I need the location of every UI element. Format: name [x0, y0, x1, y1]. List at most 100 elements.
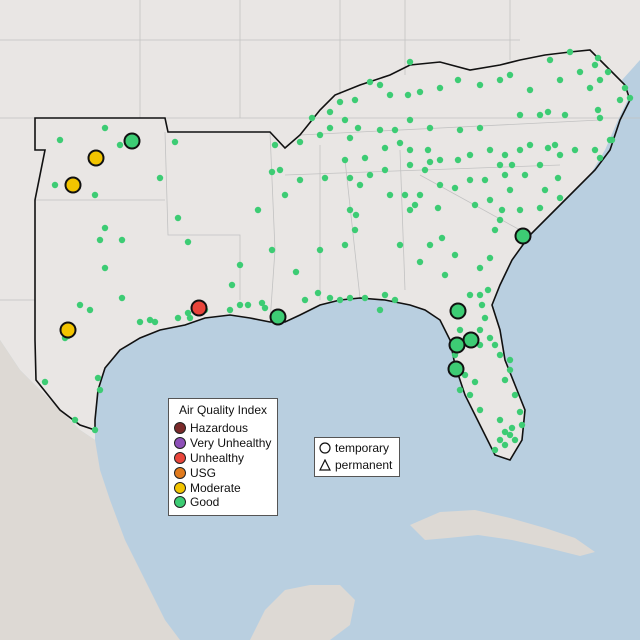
station-dot	[436, 181, 444, 189]
station-dot	[481, 314, 489, 322]
station-dot	[526, 141, 534, 149]
station-dot	[351, 226, 359, 234]
station-dot	[536, 161, 544, 169]
station-dot	[268, 246, 276, 254]
station-dot	[544, 108, 552, 116]
station-dot	[244, 301, 252, 309]
legend-item: USG	[169, 465, 277, 480]
station-dot	[296, 176, 304, 184]
station-marker	[449, 302, 467, 320]
station-dot	[476, 81, 484, 89]
station-dot	[491, 226, 499, 234]
station-dot	[91, 191, 99, 199]
station-dot	[496, 436, 504, 444]
highlighted-stations	[59, 132, 532, 378]
station-dot	[508, 161, 516, 169]
station-dot	[466, 151, 474, 159]
station-dot	[236, 301, 244, 309]
station-dot	[546, 56, 554, 64]
station-dot	[56, 136, 64, 144]
station-dot	[436, 84, 444, 92]
station-dot	[456, 126, 464, 134]
shape-legend-label: permanent	[335, 457, 393, 472]
legend-label: Unhealthy	[190, 450, 245, 465]
station-dot	[386, 191, 394, 199]
legend-label: Moderate	[190, 480, 241, 495]
station-dot	[501, 151, 509, 159]
station-dot	[551, 141, 559, 149]
station-dot	[276, 166, 284, 174]
station-dot	[326, 294, 334, 302]
station-dot	[486, 146, 494, 154]
station-dot	[506, 431, 514, 439]
station-dot	[316, 246, 324, 254]
station-dot	[346, 294, 354, 302]
station-dot	[341, 116, 349, 124]
station-dot	[511, 436, 519, 444]
station-dot	[501, 428, 509, 436]
legend-swatch	[174, 422, 186, 435]
station-dot	[596, 114, 604, 122]
station-dot	[554, 174, 562, 182]
station-dot	[391, 296, 399, 304]
station-dot	[354, 124, 362, 132]
legend-swatch	[174, 481, 186, 494]
station-dot	[406, 58, 414, 66]
legend-label: USG	[190, 465, 217, 480]
station-dot	[396, 139, 404, 147]
station-dot	[456, 326, 464, 334]
station-dot	[376, 306, 384, 314]
station-dot	[481, 176, 489, 184]
station-dot	[296, 138, 304, 146]
station-dot	[536, 204, 544, 212]
station-dot	[451, 251, 459, 259]
station-dot	[501, 376, 509, 384]
station-dot	[381, 291, 389, 299]
station-dot	[561, 111, 569, 119]
station-dot	[76, 301, 84, 309]
legend-swatch	[174, 466, 186, 479]
station-dot	[596, 76, 604, 84]
legend-item: Good	[169, 495, 277, 510]
station-dot	[346, 174, 354, 182]
station-marker	[448, 336, 466, 354]
station-dot	[454, 76, 462, 84]
station-marker	[123, 132, 141, 150]
station-dot	[171, 138, 179, 146]
shape-legend-label: temporary	[335, 440, 390, 455]
legend-swatch	[174, 437, 186, 450]
station-dot	[186, 314, 194, 322]
station-dot	[604, 68, 612, 76]
station-dot	[51, 181, 59, 189]
station-dot	[544, 144, 552, 152]
station-dot	[571, 146, 579, 154]
station-dot	[336, 98, 344, 106]
station-dot	[346, 206, 354, 214]
state-border-line	[399, 149, 406, 291]
station-marker	[87, 149, 105, 167]
station-dot	[341, 156, 349, 164]
station-dot	[506, 366, 514, 374]
station-dot	[476, 124, 484, 132]
station-dot	[421, 166, 429, 174]
station-dot	[441, 271, 449, 279]
station-dot	[361, 154, 369, 162]
station-dot	[476, 291, 484, 299]
station-dot	[476, 264, 484, 272]
station-dot	[261, 304, 269, 312]
station-dot	[471, 378, 479, 386]
station-dot	[268, 168, 276, 176]
station-dot	[156, 174, 164, 182]
station-dot	[424, 146, 432, 154]
legend-swatch	[174, 496, 186, 509]
station-dot	[281, 191, 289, 199]
station-dot	[506, 71, 514, 79]
mexico-landmass	[0, 340, 180, 640]
station-dot	[366, 78, 374, 86]
station-marker	[514, 227, 532, 245]
station-dot	[501, 441, 509, 449]
shape-legend: temporary permanent	[314, 437, 400, 477]
station-dot	[556, 76, 564, 84]
circle-icon	[319, 441, 331, 454]
